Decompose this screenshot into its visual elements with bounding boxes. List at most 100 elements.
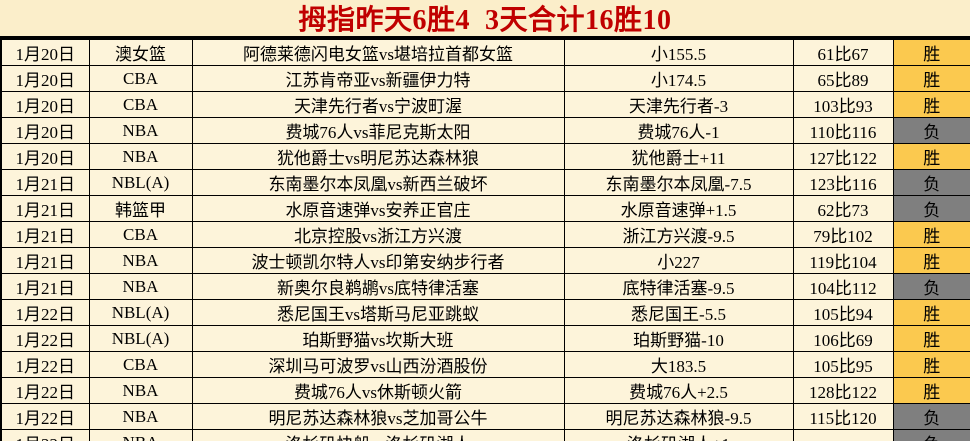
date-cell: 1月21日 xyxy=(0,247,90,274)
pick-cell: 费城76人+2.5 xyxy=(563,377,794,404)
match-cell: 新奥尔良鹈鹕vs底特律活塞 xyxy=(191,273,565,300)
date-cell: 1月20日 xyxy=(0,38,90,66)
table-row: 1月22日 NBA 洛杉矶快船vs洛杉矶湖人 洛杉矶湖人+1 负 xyxy=(0,429,970,441)
result-cell: 负 xyxy=(892,403,970,430)
match-cell: 阿德莱德闪电女篮vs堪培拉首都女篮 xyxy=(191,38,565,66)
league-cell: NBA xyxy=(88,273,193,300)
match-cell: 江苏肯帝亚vs新疆伊力特 xyxy=(191,65,565,92)
date-cell: 1月21日 xyxy=(0,195,90,222)
result-cell: 胜 xyxy=(892,91,970,118)
league-cell: 韩篮甲 xyxy=(88,195,193,222)
table-row: 1月22日 CBA 深圳马可波罗vs山西汾酒股份 大183.5 105比95 胜 xyxy=(0,351,970,378)
date-cell: 1月22日 xyxy=(0,377,90,404)
match-cell: 东南墨尔本凤凰vs新西兰破坏 xyxy=(191,169,565,196)
table-row: 1月22日 NBL(A) 悉尼国王vs塔斯马尼亚跳蚁 悉尼国王-5.5 105比… xyxy=(0,299,970,326)
score-cell: 103比93 xyxy=(792,91,894,118)
score-cell: 62比73 xyxy=(792,195,894,222)
table-row: 1月20日 NBA 费城76人vs菲尼克斯太阳 费城76人-1 110比116 … xyxy=(0,117,970,144)
score-cell: 115比120 xyxy=(792,403,894,430)
result-cell: 胜 xyxy=(892,247,970,274)
score-cell: 79比102 xyxy=(792,221,894,248)
pick-cell: 水原音速弹+1.5 xyxy=(563,195,794,222)
pick-cell: 明尼苏达森林狼-9.5 xyxy=(563,403,794,430)
table-row: 1月22日 NBL(A) 珀斯野猫vs坎斯大班 珀斯野猫-10 106比69 胜 xyxy=(0,325,970,352)
result-cell: 胜 xyxy=(892,377,970,404)
score-cell: 106比69 xyxy=(792,325,894,352)
pick-cell: 小227 xyxy=(563,247,794,274)
table-row: 1月22日 NBA 明尼苏达森林狼vs芝加哥公牛 明尼苏达森林狼-9.5 115… xyxy=(0,403,970,430)
table-row: 1月21日 NBA 波士顿凯尔特人vs印第安纳步行者 小227 119比104 … xyxy=(0,247,970,274)
date-cell: 1月22日 xyxy=(0,299,90,326)
score-cell: 65比89 xyxy=(792,65,894,92)
result-cell: 负 xyxy=(892,117,970,144)
date-cell: 1月22日 xyxy=(0,403,90,430)
score-cell: 61比67 xyxy=(792,38,894,66)
match-cell: 明尼苏达森林狼vs芝加哥公牛 xyxy=(191,403,565,430)
pick-cell: 大183.5 xyxy=(563,351,794,378)
title-banner: 拇指昨天6胜4 3天合计16胜10 xyxy=(0,0,970,38)
date-cell: 1月20日 xyxy=(0,143,90,170)
date-cell: 1月21日 xyxy=(0,221,90,248)
results-table-body: 1月20日 澳女篮 阿德莱德闪电女篮vs堪培拉首都女篮 小155.5 61比67… xyxy=(0,38,970,441)
date-cell: 1月21日 xyxy=(0,273,90,300)
match-cell: 犹他爵士vs明尼苏达森林狼 xyxy=(191,143,565,170)
league-cell: NBA xyxy=(88,377,193,404)
score-cell: 123比116 xyxy=(792,169,894,196)
result-cell: 胜 xyxy=(892,65,970,92)
date-cell: 1月22日 xyxy=(0,351,90,378)
pick-cell: 小155.5 xyxy=(563,38,794,66)
result-cell: 胜 xyxy=(892,38,970,66)
league-cell: CBA xyxy=(88,351,193,378)
league-cell: NBL(A) xyxy=(88,325,193,352)
pick-cell: 珀斯野猫-10 xyxy=(563,325,794,352)
result-cell: 胜 xyxy=(892,221,970,248)
pick-cell: 天津先行者-3 xyxy=(563,91,794,118)
score-cell xyxy=(792,429,894,441)
league-cell: CBA xyxy=(88,221,193,248)
league-cell: 澳女篮 xyxy=(88,38,193,66)
pick-cell: 浙江方兴渡-9.5 xyxy=(563,221,794,248)
result-cell: 胜 xyxy=(892,325,970,352)
pick-cell: 费城76人-1 xyxy=(563,117,794,144)
match-cell: 费城76人vs休斯顿火箭 xyxy=(191,377,565,404)
pick-cell: 东南墨尔本凤凰-7.5 xyxy=(563,169,794,196)
pick-cell: 犹他爵士+11 xyxy=(563,143,794,170)
league-cell: NBA xyxy=(88,429,193,441)
date-cell: 1月22日 xyxy=(0,429,90,441)
match-cell: 珀斯野猫vs坎斯大班 xyxy=(191,325,565,352)
league-cell: NBA xyxy=(88,117,193,144)
league-cell: NBL(A) xyxy=(88,169,193,196)
result-cell: 负 xyxy=(892,273,970,300)
league-cell: NBL(A) xyxy=(88,299,193,326)
result-cell: 胜 xyxy=(892,143,970,170)
table-row: 1月21日 CBA 北京控股vs浙江方兴渡 浙江方兴渡-9.5 79比102 胜 xyxy=(0,221,970,248)
pick-cell: 小174.5 xyxy=(563,65,794,92)
result-cell: 负 xyxy=(892,169,970,196)
pick-cell: 悉尼国王-5.5 xyxy=(563,299,794,326)
match-cell: 水原音速弹vs安养正官庄 xyxy=(191,195,565,222)
result-cell: 胜 xyxy=(892,351,970,378)
date-cell: 1月22日 xyxy=(0,325,90,352)
page-title: 拇指昨天6胜4 3天合计16胜10 xyxy=(298,5,672,36)
result-cell: 负 xyxy=(892,195,970,222)
score-cell: 128比122 xyxy=(792,377,894,404)
table-row: 1月21日 韩篮甲 水原音速弹vs安养正官庄 水原音速弹+1.5 62比73 负 xyxy=(0,195,970,222)
score-cell: 110比116 xyxy=(792,117,894,144)
match-cell: 洛杉矶快船vs洛杉矶湖人 xyxy=(191,429,565,441)
result-cell: 胜 xyxy=(892,299,970,326)
score-cell: 104比112 xyxy=(792,273,894,300)
score-cell: 105比94 xyxy=(792,299,894,326)
table-row: 1月22日 NBA 费城76人vs休斯顿火箭 费城76人+2.5 128比122… xyxy=(0,377,970,404)
match-cell: 深圳马可波罗vs山西汾酒股份 xyxy=(191,351,565,378)
table-row: 1月20日 澳女篮 阿德莱德闪电女篮vs堪培拉首都女篮 小155.5 61比67… xyxy=(0,38,970,66)
table-row: 1月21日 NBL(A) 东南墨尔本凤凰vs新西兰破坏 东南墨尔本凤凰-7.5 … xyxy=(0,169,970,196)
score-cell: 105比95 xyxy=(792,351,894,378)
date-cell: 1月20日 xyxy=(0,117,90,144)
pick-cell: 底特律活塞-9.5 xyxy=(563,273,794,300)
table-row: 1月20日 CBA 江苏肯帝亚vs新疆伊力特 小174.5 65比89 胜 xyxy=(0,65,970,92)
table-row: 1月20日 NBA 犹他爵士vs明尼苏达森林狼 犹他爵士+11 127比122 … xyxy=(0,143,970,170)
match-cell: 费城76人vs菲尼克斯太阳 xyxy=(191,117,565,144)
league-cell: CBA xyxy=(88,65,193,92)
league-cell: NBA xyxy=(88,247,193,274)
